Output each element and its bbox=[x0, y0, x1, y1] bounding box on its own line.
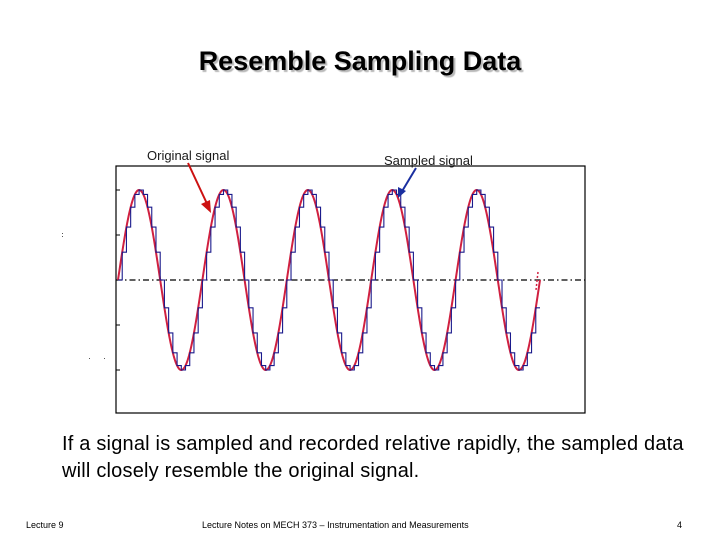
sampled-signal-arrowhead bbox=[398, 187, 406, 198]
stray-mark bbox=[62, 233, 63, 234]
plot-frame bbox=[115, 165, 586, 414]
sampled-signal-staircase bbox=[118, 189, 540, 371]
stray-marks bbox=[62, 233, 105, 359]
stray-mark bbox=[89, 358, 90, 359]
sampled-signal-label: Sampled signal bbox=[384, 153, 473, 168]
original-signal-label: Original signal bbox=[147, 148, 230, 163]
slide-title: Resemble Sampling Data bbox=[198, 46, 522, 76]
signal-tail-mark bbox=[535, 271, 539, 291]
original-signal-arrow bbox=[187, 162, 210, 209]
original-signal-arrowhead bbox=[201, 200, 211, 213]
slide-caption: If a signal is sampled and recorded rela… bbox=[62, 433, 684, 482]
sampled-signal-arrow bbox=[400, 167, 417, 194]
footer-page-number: 4 bbox=[677, 520, 683, 530]
stray-mark bbox=[104, 358, 105, 359]
stray-mark bbox=[62, 236, 63, 237]
footer-course: Lecture Notes on MECH 373 – Instrumentat… bbox=[202, 520, 469, 530]
footer-lecture: Lecture 9 bbox=[26, 520, 64, 530]
